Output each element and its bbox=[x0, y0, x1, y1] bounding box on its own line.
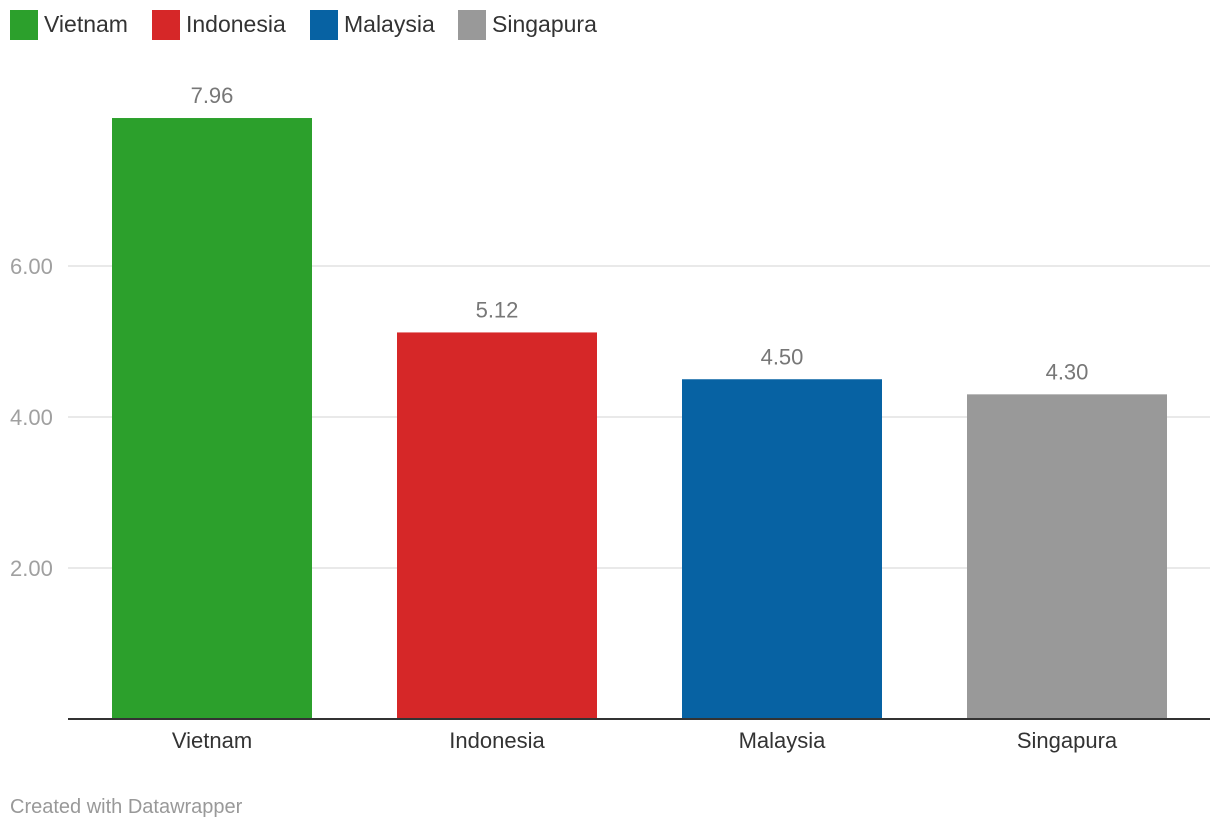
y-tick-label-4.00: 4.00 bbox=[10, 405, 53, 430]
value-label-singapura: 4.30 bbox=[1046, 359, 1089, 384]
x-tick-label-malaysia: Malaysia bbox=[739, 728, 827, 753]
x-tick-label-singapura: Singapura bbox=[1017, 728, 1118, 753]
x-tick-label-vietnam: Vietnam bbox=[172, 728, 252, 753]
y-axis-ticks: 2.00 4.00 6.00 bbox=[10, 254, 53, 581]
legend-label-singapura: Singapura bbox=[492, 11, 597, 37]
x-axis-ticks: Vietnam Indonesia Malaysia Singapura bbox=[172, 728, 1118, 753]
legend-swatch-malaysia bbox=[310, 10, 338, 40]
bar-malaysia bbox=[682, 379, 882, 719]
bar-indonesia bbox=[397, 332, 597, 719]
legend-swatch-vietnam bbox=[10, 10, 38, 40]
legend-label-indonesia: Indonesia bbox=[186, 11, 286, 37]
x-tick-label-indonesia: Indonesia bbox=[449, 728, 545, 753]
legend-label-malaysia: Malaysia bbox=[344, 11, 435, 37]
bar-singapura bbox=[967, 394, 1167, 719]
bar-value-labels: 7.96 5.12 4.50 4.30 bbox=[191, 83, 1089, 384]
value-label-indonesia: 5.12 bbox=[476, 297, 519, 322]
value-label-malaysia: 4.50 bbox=[761, 344, 804, 369]
legend-swatch-singapura bbox=[458, 10, 486, 40]
legend-label-vietnam: Vietnam bbox=[44, 11, 128, 37]
y-tick-label-6.00: 6.00 bbox=[10, 254, 53, 279]
datawrapper-credit: Created with Datawrapper bbox=[10, 796, 243, 818]
y-tick-label-2.00: 2.00 bbox=[10, 556, 53, 581]
bar-vietnam bbox=[112, 118, 312, 719]
value-label-vietnam: 7.96 bbox=[191, 83, 234, 108]
chart-legend: Vietnam Indonesia Malaysia Singapura bbox=[10, 10, 597, 40]
legend-swatch-indonesia bbox=[152, 10, 180, 40]
bars bbox=[112, 118, 1167, 719]
